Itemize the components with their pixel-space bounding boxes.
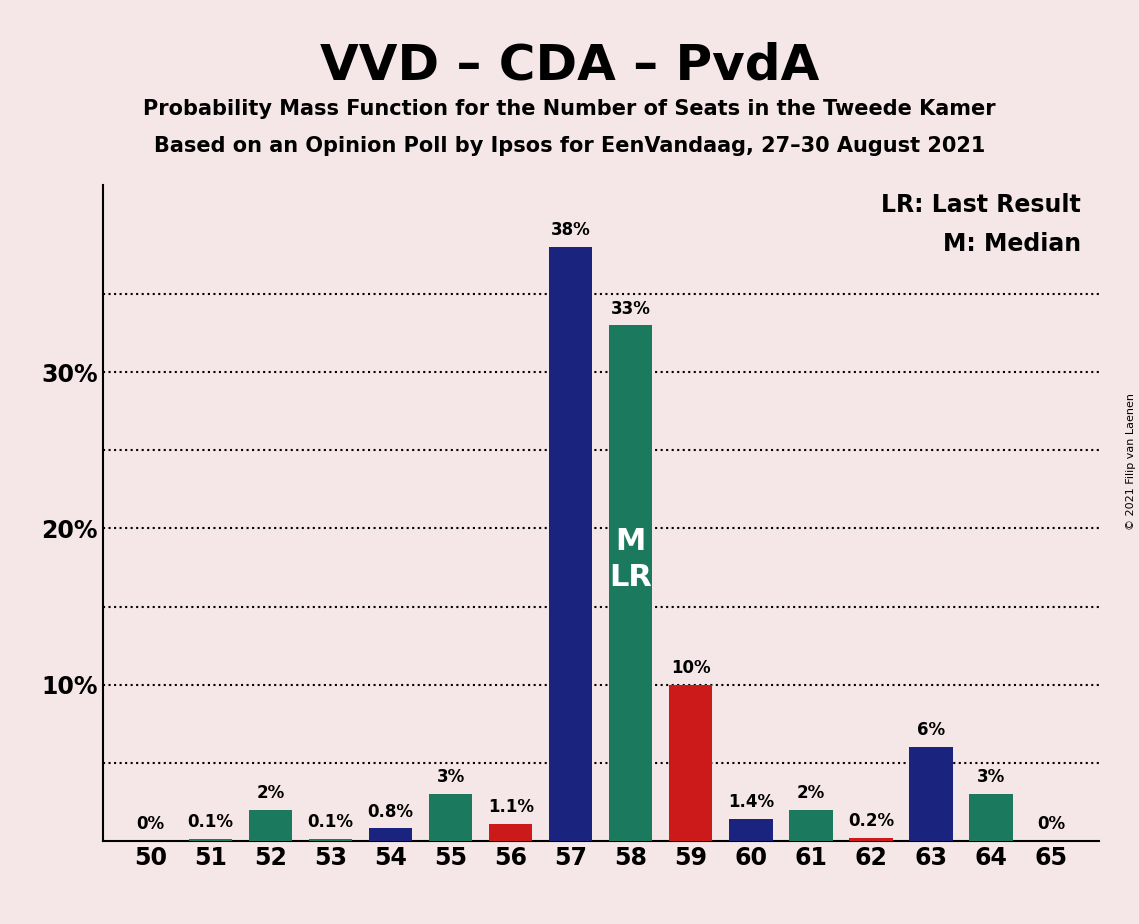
Bar	[429, 794, 473, 841]
Bar	[609, 325, 653, 841]
Text: Probability Mass Function for the Number of Seats in the Tweede Kamer: Probability Mass Function for the Number…	[144, 99, 995, 119]
Bar	[309, 839, 352, 841]
Text: 3%: 3%	[436, 768, 465, 786]
Bar	[789, 809, 833, 841]
Text: VVD – CDA – PvdA: VVD – CDA – PvdA	[320, 42, 819, 90]
Text: 0%: 0%	[1036, 815, 1065, 833]
Bar	[850, 838, 893, 841]
Bar	[670, 685, 713, 841]
Text: M
LR: M LR	[609, 528, 653, 592]
Text: Based on an Opinion Poll by Ipsos for EenVandaag, 27–30 August 2021: Based on an Opinion Poll by Ipsos for Ee…	[154, 136, 985, 156]
Text: 1.1%: 1.1%	[487, 797, 534, 816]
Bar	[549, 248, 592, 841]
Text: 0.2%: 0.2%	[847, 812, 894, 830]
Bar	[969, 794, 1013, 841]
Text: 2%: 2%	[256, 784, 285, 802]
Text: 2%: 2%	[797, 784, 825, 802]
Text: 3%: 3%	[977, 768, 1006, 786]
Text: 0%: 0%	[137, 815, 165, 833]
Text: © 2021 Filip van Laenen: © 2021 Filip van Laenen	[1126, 394, 1136, 530]
Text: 38%: 38%	[551, 222, 591, 239]
Text: 0.1%: 0.1%	[308, 813, 353, 832]
Bar	[489, 823, 532, 841]
Text: 33%: 33%	[611, 299, 650, 318]
Text: 0.8%: 0.8%	[368, 803, 413, 821]
Bar	[729, 819, 772, 841]
Text: 10%: 10%	[671, 659, 711, 676]
Text: LR: Last Result: LR: Last Result	[882, 192, 1081, 216]
Bar	[909, 748, 952, 841]
Text: 6%: 6%	[917, 722, 945, 739]
Bar	[369, 828, 412, 841]
Text: M: Median: M: Median	[943, 232, 1081, 256]
Text: 0.1%: 0.1%	[188, 813, 233, 832]
Bar	[189, 839, 232, 841]
Text: 1.4%: 1.4%	[728, 793, 775, 811]
Bar	[249, 809, 293, 841]
